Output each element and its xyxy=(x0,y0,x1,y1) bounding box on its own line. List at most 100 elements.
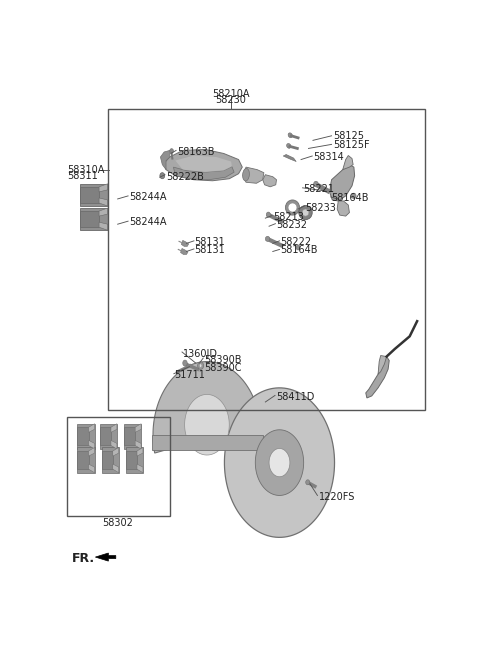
Text: 58411D: 58411D xyxy=(276,392,314,402)
Polygon shape xyxy=(175,155,232,172)
Polygon shape xyxy=(337,201,349,216)
Polygon shape xyxy=(99,222,108,230)
Text: 58310A: 58310A xyxy=(67,165,105,174)
Polygon shape xyxy=(111,440,117,449)
Polygon shape xyxy=(124,427,135,445)
Ellipse shape xyxy=(265,236,270,241)
Ellipse shape xyxy=(170,149,173,154)
Polygon shape xyxy=(77,447,95,473)
Ellipse shape xyxy=(302,209,309,216)
Polygon shape xyxy=(100,427,111,445)
Ellipse shape xyxy=(352,193,356,199)
Text: 58131: 58131 xyxy=(195,237,226,247)
Text: 58131: 58131 xyxy=(195,245,226,255)
Text: 58390B: 58390B xyxy=(204,355,241,365)
Text: 58311: 58311 xyxy=(67,171,98,180)
Polygon shape xyxy=(111,424,117,432)
Polygon shape xyxy=(283,155,296,161)
Polygon shape xyxy=(81,208,108,230)
Ellipse shape xyxy=(160,173,165,178)
Polygon shape xyxy=(160,150,170,170)
Bar xyxy=(67,417,170,516)
Polygon shape xyxy=(343,155,353,170)
Polygon shape xyxy=(89,447,95,456)
Polygon shape xyxy=(225,388,335,537)
Ellipse shape xyxy=(306,480,310,485)
Polygon shape xyxy=(99,208,108,216)
Text: 58222B: 58222B xyxy=(166,172,204,182)
Polygon shape xyxy=(77,451,89,469)
Text: 58164B: 58164B xyxy=(332,194,369,203)
Polygon shape xyxy=(89,424,95,432)
Ellipse shape xyxy=(286,200,300,215)
Text: 58125F: 58125F xyxy=(334,140,370,150)
Polygon shape xyxy=(135,440,141,449)
Polygon shape xyxy=(77,424,95,449)
Polygon shape xyxy=(81,184,108,206)
Ellipse shape xyxy=(288,203,297,212)
Polygon shape xyxy=(269,449,290,477)
Polygon shape xyxy=(164,150,242,181)
Polygon shape xyxy=(124,424,141,449)
Polygon shape xyxy=(102,447,119,473)
Text: 58232: 58232 xyxy=(276,220,308,230)
Ellipse shape xyxy=(198,362,204,369)
Ellipse shape xyxy=(299,205,312,220)
Polygon shape xyxy=(81,187,99,203)
Polygon shape xyxy=(135,424,141,432)
Text: 58230: 58230 xyxy=(216,95,247,106)
Polygon shape xyxy=(137,464,143,473)
Polygon shape xyxy=(263,174,276,187)
Polygon shape xyxy=(89,440,95,449)
Polygon shape xyxy=(81,211,99,227)
Polygon shape xyxy=(126,451,137,469)
Bar xyxy=(108,109,424,409)
Polygon shape xyxy=(330,165,355,201)
Polygon shape xyxy=(96,553,116,561)
Polygon shape xyxy=(113,464,119,473)
Text: 58244A: 58244A xyxy=(129,192,166,203)
Polygon shape xyxy=(152,435,263,450)
Ellipse shape xyxy=(314,181,318,186)
Ellipse shape xyxy=(288,133,292,138)
Polygon shape xyxy=(366,357,389,398)
Polygon shape xyxy=(153,361,260,453)
Text: 58302: 58302 xyxy=(102,518,133,528)
Polygon shape xyxy=(99,198,108,206)
Polygon shape xyxy=(185,394,229,455)
Polygon shape xyxy=(181,240,189,247)
Text: 58221: 58221 xyxy=(304,184,335,194)
Ellipse shape xyxy=(287,144,291,148)
Ellipse shape xyxy=(199,364,202,367)
Polygon shape xyxy=(102,451,113,469)
Text: FR.: FR. xyxy=(72,552,95,565)
Polygon shape xyxy=(243,167,264,183)
Polygon shape xyxy=(126,447,143,473)
Text: 58210A: 58210A xyxy=(212,89,250,99)
Text: 58390C: 58390C xyxy=(204,363,241,373)
Ellipse shape xyxy=(242,169,250,181)
Polygon shape xyxy=(173,167,234,180)
Ellipse shape xyxy=(266,212,270,217)
Text: 58125: 58125 xyxy=(334,131,364,141)
Text: 58163B: 58163B xyxy=(177,147,215,157)
Polygon shape xyxy=(113,447,119,456)
Polygon shape xyxy=(180,249,188,255)
Text: 58164B: 58164B xyxy=(280,245,318,255)
Polygon shape xyxy=(99,184,108,192)
Polygon shape xyxy=(89,464,95,473)
Text: 51711: 51711 xyxy=(175,370,205,380)
Polygon shape xyxy=(100,424,117,449)
Text: 58244A: 58244A xyxy=(129,217,166,227)
Text: 58222: 58222 xyxy=(280,237,312,247)
Polygon shape xyxy=(77,427,89,445)
Ellipse shape xyxy=(183,360,187,366)
Text: 1360JD: 1360JD xyxy=(183,348,218,359)
Text: 58314: 58314 xyxy=(313,152,344,162)
Polygon shape xyxy=(255,430,304,495)
Text: 1220FS: 1220FS xyxy=(319,492,355,502)
Text: 58233: 58233 xyxy=(305,203,336,213)
Ellipse shape xyxy=(296,245,300,250)
Text: 58213: 58213 xyxy=(273,212,304,222)
Polygon shape xyxy=(378,356,386,374)
